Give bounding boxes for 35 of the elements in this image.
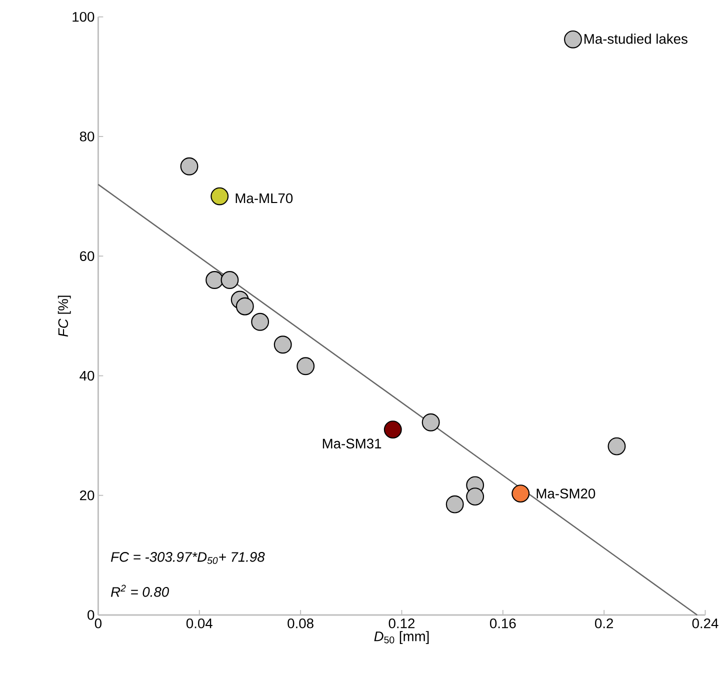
point	[512, 484, 530, 502]
x-tick-label: 0.2	[595, 618, 614, 628]
y-tick-label: 0	[88, 610, 94, 620]
x-tick-label: 0.08	[288, 618, 314, 628]
y-axis-title: FC [%]	[58, 296, 71, 336]
y-tick-label: 40	[80, 370, 94, 380]
point	[384, 420, 402, 438]
series-label: Ma-ML70	[236, 193, 293, 203]
x-tick-label: 0.12	[388, 618, 414, 628]
x-tick-label: 0	[94, 618, 102, 628]
x-tick-label: 0.24	[692, 618, 718, 628]
point	[180, 157, 198, 176]
y-tick-label: 60	[80, 251, 94, 261]
point	[206, 270, 224, 289]
point	[466, 487, 484, 506]
point	[422, 413, 440, 432]
series-label: Ma-SM31	[322, 438, 382, 448]
point	[220, 270, 239, 289]
x-tick-label: 0.04	[186, 618, 212, 628]
point	[608, 437, 626, 456]
point	[274, 335, 292, 354]
annotation: R$^{2}$ = 0.80	[110, 584, 169, 597]
point	[296, 356, 315, 375]
annotation: FC = -303.97*D$_{50}$+ 71.98	[110, 552, 265, 564]
legend-label: Ma-studied lakes	[584, 33, 688, 44]
point	[446, 495, 464, 514]
y-tick-label: 100	[72, 12, 94, 22]
y-tick-label: 20	[80, 490, 94, 500]
point	[210, 187, 229, 206]
series-label: Ma-SM20	[536, 488, 596, 498]
point	[251, 312, 270, 331]
point	[236, 297, 254, 316]
x-axis-title: D$_{50}$ [mm]	[374, 630, 429, 644]
x-tick-label: 0.16	[490, 618, 516, 628]
y-tick-label: 80	[80, 131, 94, 142]
